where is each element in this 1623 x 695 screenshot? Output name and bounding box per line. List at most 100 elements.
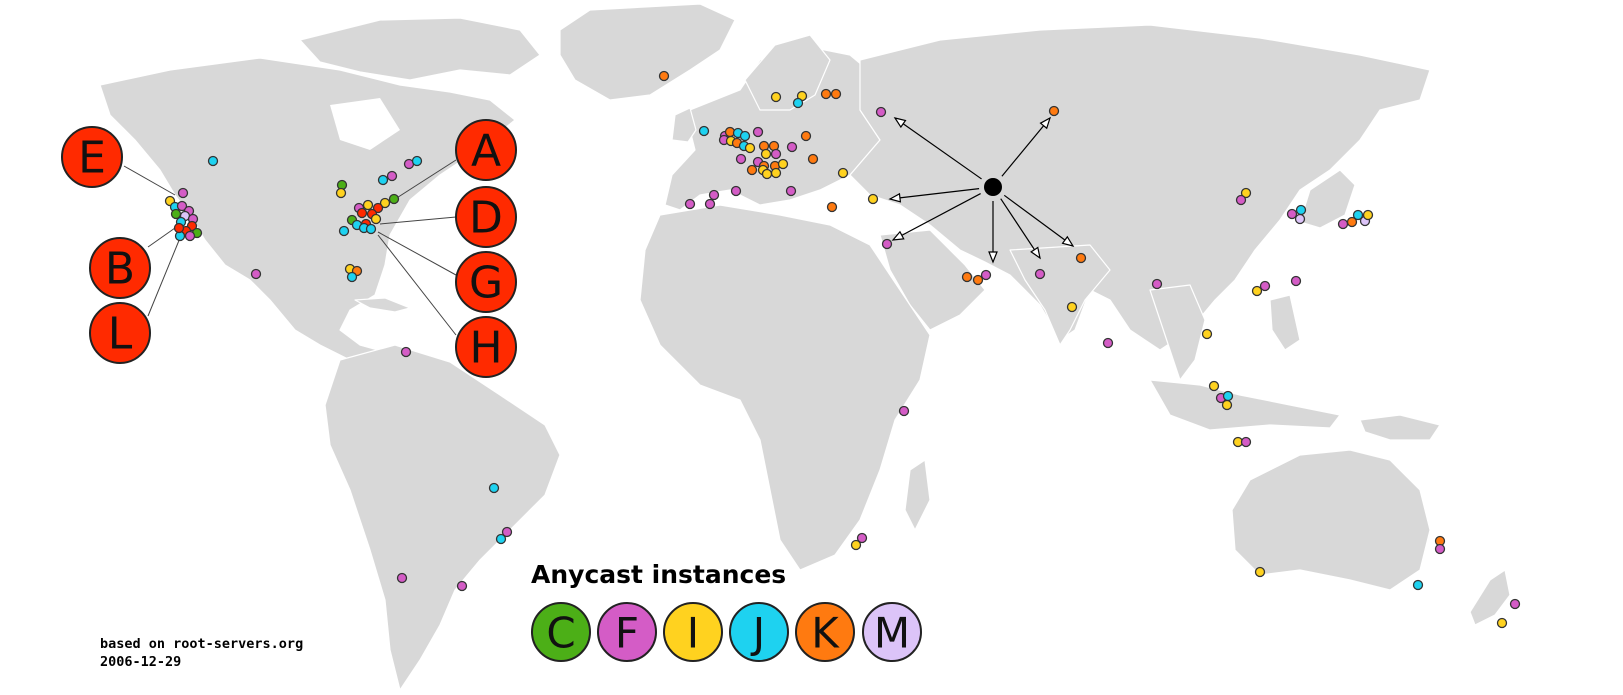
root-server-a: A: [455, 119, 517, 181]
legend-item-f: F: [597, 602, 657, 662]
instance-dot: [837, 167, 849, 179]
indonesia: [1149, 379, 1341, 431]
instance-dot: [777, 158, 789, 170]
instance-dot: [867, 193, 879, 205]
instance-dot: [1362, 209, 1374, 221]
arrow-head: [1039, 116, 1052, 130]
new-guinea: [1359, 414, 1441, 441]
greenland: [559, 3, 736, 101]
instance-dot: [388, 193, 400, 205]
instance-dot: [746, 164, 758, 176]
root-server-circle: [89, 302, 151, 364]
legend-item-i: I: [663, 602, 723, 662]
instance-dot: [1496, 617, 1508, 629]
instance-dot: [760, 148, 772, 160]
arrow-head: [893, 117, 907, 129]
instance-dot: [739, 130, 751, 142]
instance-dot: [250, 268, 262, 280]
instance-dot: [658, 70, 670, 82]
legend-title: Anycast instances: [531, 560, 786, 589]
se-asia: [1149, 284, 1206, 381]
new-zealand: [1469, 569, 1511, 626]
legend-swatch: [729, 602, 789, 662]
instance-dot: [1337, 218, 1349, 230]
instance-dot: [1251, 285, 1263, 297]
instance-dot: [898, 405, 910, 417]
instance-dot: [1346, 216, 1358, 228]
root-server-letter: L: [108, 309, 133, 360]
arrow: [888, 188, 980, 203]
arabian-peninsula: [879, 229, 986, 331]
australia: [1231, 449, 1431, 591]
instance-dot: [708, 189, 720, 201]
arrow-head: [988, 251, 998, 264]
instance-dot: [377, 174, 389, 186]
credit-date: 2006-12-29: [100, 654, 181, 670]
instance-dot: [176, 200, 188, 212]
legend-item-m: M: [862, 602, 922, 662]
instance-dot: [807, 153, 819, 165]
legend-letter: K: [811, 609, 840, 658]
root-server-letter: G: [469, 258, 503, 309]
instance-dot: [379, 197, 391, 209]
instance-dot: [1294, 213, 1306, 225]
arrow: [1000, 198, 1041, 260]
connector-line: [379, 216, 457, 225]
instance-dot: [826, 201, 838, 213]
connector-line: [377, 231, 457, 276]
instance-dot: [1259, 280, 1271, 292]
instance-dot: [1048, 105, 1060, 117]
instance-dot: [1151, 278, 1163, 290]
arrow-head: [888, 192, 902, 203]
arrow: [893, 117, 982, 180]
instance-dot: [744, 142, 756, 154]
instance-dot: [372, 202, 384, 214]
root-server-h: H: [455, 316, 517, 378]
hub-dot: [984, 178, 1002, 196]
legend-item-c: C: [531, 602, 591, 662]
instance-dot: [1295, 204, 1307, 216]
credit: based on root-servers.org 2006-12-29: [100, 636, 303, 670]
legend-item-k: K: [795, 602, 855, 662]
legend-letter: F: [615, 609, 639, 658]
instance-dot: [800, 130, 812, 142]
legend-letter: I: [687, 609, 699, 658]
instance-dots: [164, 70, 1521, 629]
instance-dot: [1222, 390, 1234, 402]
instance-dot: [980, 269, 992, 281]
arrow: [988, 201, 998, 264]
root-server-d: D: [455, 186, 517, 248]
arrow-group: [888, 116, 1075, 264]
instance-dot: [698, 125, 710, 137]
root-server-circle: [455, 119, 517, 181]
root-server-letter: D: [469, 193, 503, 244]
instance-dot: [1208, 380, 1220, 392]
arctic-islands: [299, 17, 541, 81]
instance-dot: [365, 223, 377, 235]
legend-letter: C: [546, 609, 575, 658]
instance-dot: [1254, 566, 1266, 578]
arrow-head: [1061, 235, 1075, 247]
root-server-circle: [455, 186, 517, 248]
arrow-shaft: [1000, 198, 1041, 259]
instance-dot: [1434, 543, 1446, 555]
instance-dot: [1286, 208, 1298, 220]
instance-dot: [495, 533, 507, 545]
instance-dot: [396, 572, 408, 584]
instance-dot: [1240, 187, 1252, 199]
instance-dot: [1509, 598, 1521, 610]
instance-dot: [830, 88, 842, 100]
instance-dot: [704, 198, 716, 210]
connector-line: [123, 165, 176, 196]
arrow-shaft: [1003, 194, 1074, 247]
instance-dot: [785, 185, 797, 197]
instance-dot: [875, 106, 887, 118]
instance-dot: [338, 225, 350, 237]
instance-dot: [770, 91, 782, 103]
connector-line: [147, 237, 181, 317]
instance-dot: [411, 155, 423, 167]
